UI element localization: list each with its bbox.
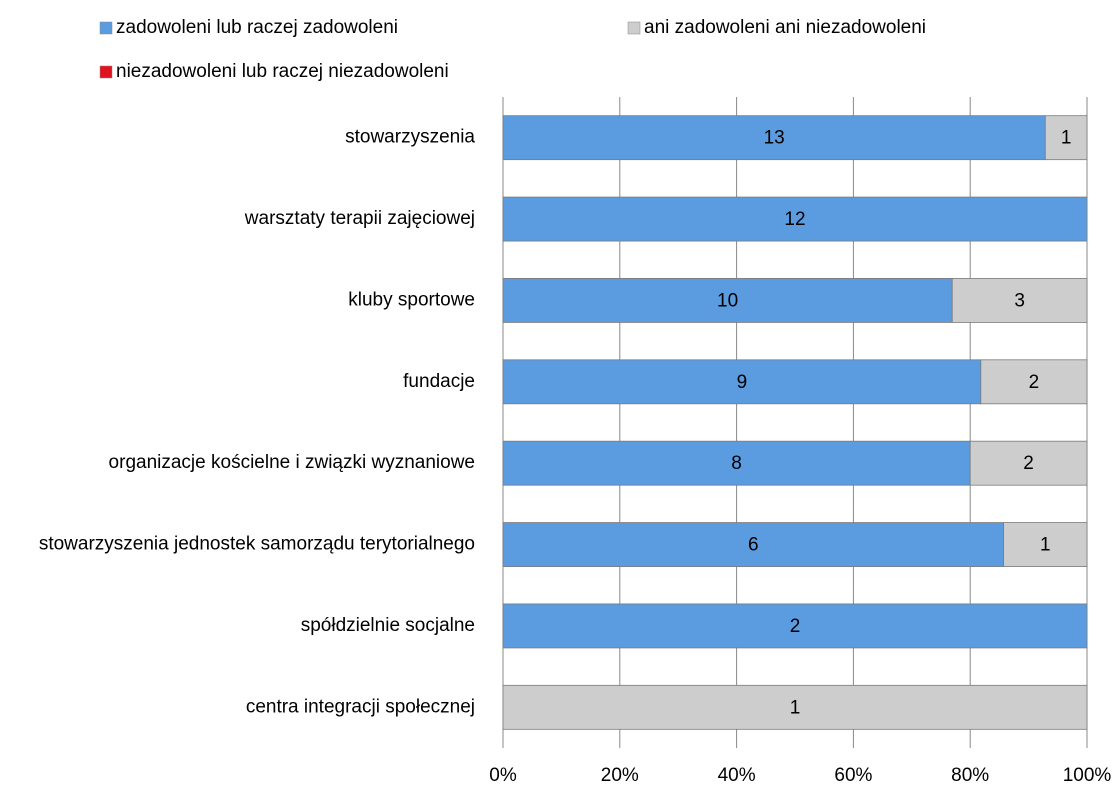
y-tick-label: centra integracji społecznej (246, 696, 475, 717)
data-label: 9 (737, 372, 748, 393)
y-tick-label: kluby sportowe (348, 289, 475, 310)
legend-label: ani zadowoleni ani niezadowoleni (644, 17, 926, 38)
data-label: 3 (1014, 290, 1025, 311)
bar-segment (1044, 115, 1088, 161)
y-tick-label: warsztaty terapii zajęciowej (244, 208, 475, 229)
data-label: 1 (1040, 535, 1051, 556)
bar-segment (502, 684, 1088, 730)
data-label: 10 (717, 290, 738, 311)
data-label: 2 (1029, 372, 1040, 393)
data-label: 1 (1061, 128, 1072, 149)
bar-segment (1003, 522, 1088, 567)
legend-swatch (99, 65, 113, 79)
data-label: 6 (748, 535, 759, 556)
bar-segment (969, 440, 1088, 486)
legend-label: niezadowoleni lub raczej niezadowoleni (116, 61, 449, 82)
x-tick-label: 40% (718, 765, 756, 786)
legend-swatch (627, 21, 641, 35)
legend-label: zadowoleni lub raczej zadowoleni (116, 17, 398, 38)
data-label: 2 (1023, 453, 1034, 474)
bar-segment (502, 522, 1004, 567)
bar-segment (502, 115, 1046, 161)
y-tick-label: organizacje kościelne i związki wyznanio… (109, 452, 475, 473)
x-tick-label: 100% (1063, 765, 1112, 786)
data-label: 2 (790, 616, 801, 637)
bar-segment (951, 278, 1088, 323)
x-tick-label: 80% (951, 765, 989, 786)
x-tick-label: 0% (489, 765, 517, 786)
y-tick-label: spółdzielnie socjalne (301, 615, 475, 636)
x-tick-label: 60% (834, 765, 872, 786)
bar-segment (502, 603, 1088, 649)
y-tick-label: stowarzyszenia (345, 127, 475, 148)
data-label: 12 (784, 209, 805, 230)
x-tick-label: 20% (601, 765, 639, 786)
data-label: 13 (764, 128, 785, 149)
bar-segment (502, 440, 971, 486)
legend-swatch (99, 21, 113, 35)
bar-segment (502, 359, 982, 405)
y-tick-label: fundacje (403, 371, 475, 392)
y-tick-label: stowarzyszenia jednostek samorządu teryt… (39, 534, 475, 555)
bar-segment (502, 196, 1088, 242)
data-label: 8 (731, 453, 742, 474)
data-label: 1 (790, 697, 801, 718)
bar-segment (502, 278, 953, 323)
bar-segment (980, 359, 1088, 405)
